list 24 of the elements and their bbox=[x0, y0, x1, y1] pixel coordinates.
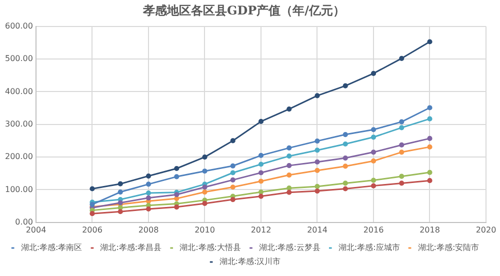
y-tick-label: 500.00 bbox=[4, 54, 33, 64]
y-tick-label: 0.00 bbox=[15, 217, 33, 226]
legend-label: 湖北:孝感:汉川市 bbox=[219, 257, 281, 266]
x-tick-label: 2020 bbox=[476, 225, 496, 234]
legend-label: 湖北:孝感:云梦县 bbox=[259, 243, 320, 252]
y-tick-label: 300.00 bbox=[4, 119, 33, 128]
chart-title: 孝感地区各区县GDP产值（年/亿元） bbox=[142, 3, 346, 18]
legend-label: 湖北:孝感:安陆市 bbox=[418, 243, 480, 252]
legend-label: 湖北:孝感:孝昌县 bbox=[100, 243, 162, 252]
x-tick-label: 2010 bbox=[194, 225, 215, 234]
y-tick-label: 600.00 bbox=[4, 21, 33, 30]
x-tick-label: 2006 bbox=[82, 225, 102, 234]
x-tick-label: 2012 bbox=[250, 225, 272, 234]
legend-label: 湖北:孝感:应城市 bbox=[338, 243, 400, 252]
legend-label: 湖北:孝感:大悟县 bbox=[180, 243, 241, 252]
legend-label: 湖北:孝感:孝南区 bbox=[20, 243, 82, 252]
x-tick-label: 2014 bbox=[307, 225, 328, 234]
y-tick-label: 200.00 bbox=[4, 152, 33, 162]
x-tick-label: 2004 bbox=[26, 225, 46, 234]
y-tick-label: 400.00 bbox=[4, 86, 33, 96]
x-tick-label: 2016 bbox=[363, 225, 384, 234]
y-tick-label: 100.00 bbox=[4, 184, 33, 194]
x-tick-label: 2008 bbox=[138, 225, 159, 234]
x-tick-label: 2018 bbox=[420, 225, 440, 234]
